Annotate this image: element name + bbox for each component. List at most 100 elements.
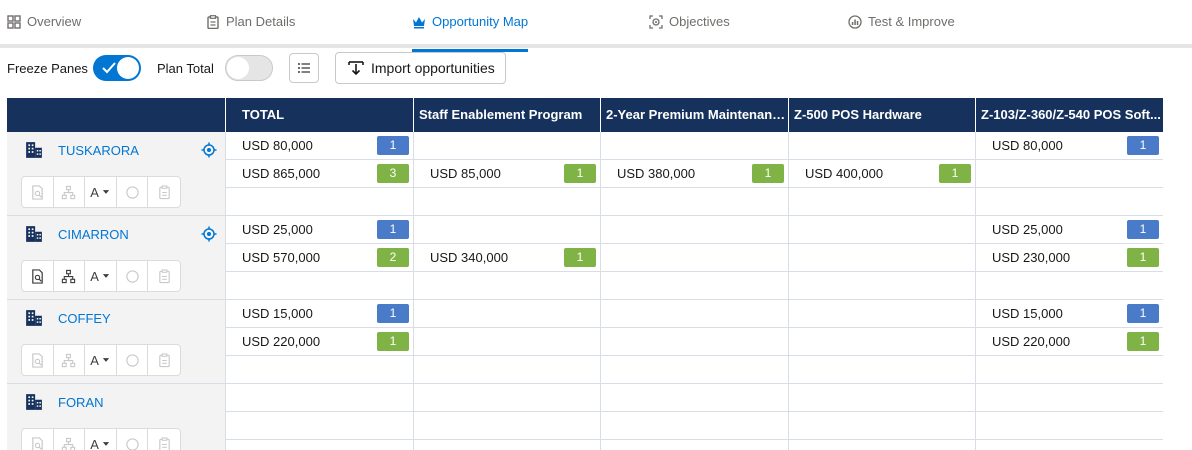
grid-cell[interactable] (788, 328, 975, 356)
grid-cell[interactable]: USD 340,000 1 (413, 244, 600, 272)
notes-button[interactable] (148, 261, 180, 291)
opportunity-count-badge[interactable]: 1 (377, 220, 409, 239)
opportunity-count-badge[interactable]: 1 (564, 248, 596, 267)
column-header-total[interactable]: TOTAL (225, 98, 413, 132)
locate-target-icon[interactable] (201, 226, 217, 242)
grid-cell[interactable] (788, 384, 975, 412)
tab-opportunity-map[interactable]: Opportunity Map (412, 14, 529, 52)
opportunity-count-badge[interactable]: 1 (377, 332, 409, 351)
account-name-link[interactable]: FORAN (58, 395, 104, 410)
grid-cell[interactable] (600, 384, 788, 412)
opportunity-count-badge[interactable]: 1 (1127, 220, 1159, 239)
hierarchy-button[interactable] (54, 429, 86, 450)
opportunity-count-badge[interactable]: 1 (939, 164, 971, 183)
grid-cell[interactable]: USD 25,000 1 (975, 216, 1163, 244)
grid-cell[interactable] (975, 188, 1163, 216)
grid-cell[interactable] (788, 412, 975, 440)
grid-cell[interactable] (975, 384, 1163, 412)
grid-cell[interactable] (413, 412, 600, 440)
locate-target-icon[interactable] (201, 142, 217, 158)
grid-cell[interactable] (413, 440, 600, 450)
grid-cell[interactable] (225, 412, 413, 440)
grid-cell[interactable] (788, 188, 975, 216)
grid-cell[interactable]: USD 220,000 1 (225, 328, 413, 356)
grid-cell[interactable] (413, 384, 600, 412)
tab-test-improve[interactable]: Test & Improve (848, 14, 955, 48)
assign-menu-button[interactable]: A (85, 177, 117, 207)
import-opportunities-button[interactable]: Import opportunities (335, 52, 506, 84)
grid-cell[interactable]: USD 25,000 1 (225, 216, 413, 244)
grid-cell[interactable]: USD 570,000 2 (225, 244, 413, 272)
grid-cell[interactable] (975, 412, 1163, 440)
column-header-premium-maintenance[interactable]: 2-Year Premium Maintenanc... (600, 98, 788, 132)
grid-cell[interactable] (788, 244, 975, 272)
account-name-link[interactable]: CIMARRON (58, 227, 129, 242)
hierarchy-button[interactable] (54, 345, 86, 375)
grid-cell[interactable]: USD 380,000 1 (600, 160, 788, 188)
grid-cell[interactable] (600, 188, 788, 216)
freeze-panes-toggle[interactable] (93, 55, 141, 81)
grid-cell[interactable]: USD 220,000 1 (975, 328, 1163, 356)
status-button[interactable] (117, 261, 149, 291)
grid-cell[interactable] (413, 188, 600, 216)
grid-cell[interactable] (975, 440, 1163, 450)
grid-cell[interactable] (600, 216, 788, 244)
grid-cell[interactable] (413, 216, 600, 244)
grid-cell[interactable] (413, 132, 600, 160)
grid-cell[interactable] (600, 440, 788, 450)
opportunity-count-badge[interactable]: 1 (1127, 248, 1159, 267)
grid-cell[interactable] (413, 356, 600, 384)
opportunity-count-badge[interactable]: 3 (377, 164, 409, 183)
grid-cell[interactable]: USD 80,000 1 (975, 132, 1163, 160)
grid-cell[interactable]: USD 400,000 1 (788, 160, 975, 188)
grid-cell[interactable] (788, 132, 975, 160)
grid-cell[interactable] (788, 300, 975, 328)
opportunity-count-badge[interactable]: 2 (377, 248, 409, 267)
grid-cell[interactable]: USD 80,000 1 (225, 132, 413, 160)
grid-cell[interactable] (600, 412, 788, 440)
account-details-button[interactable] (22, 261, 54, 291)
account-details-button[interactable] (22, 177, 54, 207)
opportunity-count-badge[interactable]: 1 (1127, 304, 1159, 323)
grid-cell[interactable]: USD 865,000 3 (225, 160, 413, 188)
grid-cell[interactable] (225, 188, 413, 216)
opportunity-count-badge[interactable]: 1 (1127, 332, 1159, 351)
opportunity-count-badge[interactable]: 1 (564, 164, 596, 183)
grid-cell[interactable]: USD 15,000 1 (225, 300, 413, 328)
grid-cell[interactable] (600, 132, 788, 160)
opportunity-count-badge[interactable]: 1 (752, 164, 784, 183)
notes-button[interactable] (148, 177, 180, 207)
grid-cell[interactable] (975, 272, 1163, 300)
grid-cell[interactable] (975, 356, 1163, 384)
account-details-button[interactable] (22, 429, 54, 450)
grid-cell[interactable]: USD 15,000 1 (975, 300, 1163, 328)
status-button[interactable] (117, 177, 149, 207)
tab-overview[interactable]: Overview (7, 14, 81, 48)
grid-cell[interactable] (600, 356, 788, 384)
grid-cell[interactable] (413, 300, 600, 328)
assign-menu-button[interactable]: A (85, 345, 117, 375)
assign-menu-button[interactable]: A (85, 261, 117, 291)
grid-cell[interactable] (600, 244, 788, 272)
grid-cell[interactable]: USD 85,000 1 (413, 160, 600, 188)
grid-cell[interactable]: USD 230,000 1 (975, 244, 1163, 272)
grid-cell[interactable] (225, 440, 413, 450)
notes-button[interactable] (148, 345, 180, 375)
grid-cell[interactable] (788, 440, 975, 450)
grid-cell[interactable] (788, 216, 975, 244)
hierarchy-button[interactable] (54, 261, 86, 291)
grid-cell[interactable] (413, 328, 600, 356)
status-button[interactable] (117, 429, 149, 450)
opportunity-count-badge[interactable]: 1 (1127, 136, 1159, 155)
notes-button[interactable] (148, 429, 180, 450)
grid-cell[interactable] (600, 272, 788, 300)
grid-cell[interactable] (600, 300, 788, 328)
account-details-button[interactable] (22, 345, 54, 375)
grid-cell[interactable] (225, 356, 413, 384)
hierarchy-button[interactable] (54, 177, 86, 207)
grid-cell[interactable] (975, 160, 1163, 188)
status-button[interactable] (117, 345, 149, 375)
grid-cell[interactable] (788, 272, 975, 300)
column-header-pos-hardware[interactable]: Z-500 POS Hardware (788, 98, 976, 132)
opportunity-count-badge[interactable]: 1 (377, 304, 409, 323)
